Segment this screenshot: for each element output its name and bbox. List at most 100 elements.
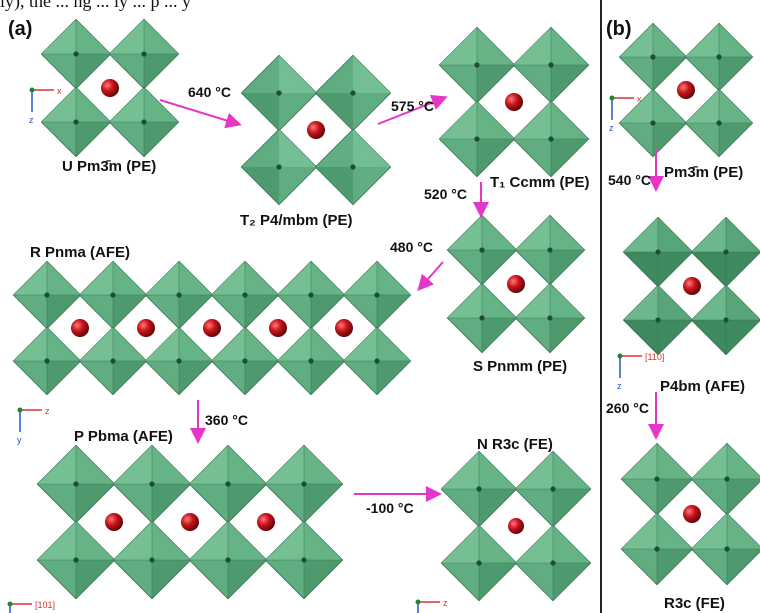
octahedron: [36, 444, 116, 524]
a-site-atom: [505, 93, 523, 111]
octahedron: [438, 100, 516, 178]
transition-temp-360: 360 °C: [205, 412, 248, 428]
transition-arrow: [417, 261, 444, 291]
axis-label: [101]: [35, 600, 55, 610]
axis-label: z: [443, 598, 448, 608]
octahedron: [240, 54, 318, 132]
a-site-atom: [101, 79, 119, 97]
transition-arrow: [377, 94, 448, 125]
octahedron: [264, 520, 344, 600]
octahedron: [690, 442, 760, 516]
phase-label-b-r3c: R3c (FE): [664, 595, 725, 612]
axis-label: z: [45, 406, 50, 416]
octahedron: [36, 520, 116, 600]
octahedron: [314, 54, 392, 132]
octahedron: [690, 512, 760, 586]
phase-label-r: R Pnma (AFE): [30, 244, 131, 261]
octahedron: [108, 18, 180, 90]
axes-icon: [110] z: [617, 352, 664, 391]
transition-temp-540: 540 °C: [608, 172, 651, 188]
octahedron: [78, 260, 148, 330]
octahedron: [690, 284, 760, 356]
octahedron: [514, 450, 592, 528]
octahedron: [618, 88, 688, 158]
phase-label-s: S Pnmm (PE): [473, 358, 568, 375]
octahedron: [622, 216, 694, 288]
octahedron: [620, 512, 694, 586]
octahedron: [276, 260, 346, 330]
phase-label-b-cubic: Pm3̄m (PE): [664, 164, 744, 181]
a-site-atom: [683, 505, 701, 523]
axes-icon: xz: [29, 86, 62, 125]
axes-icon: zy: [17, 406, 50, 445]
panel-b-label: (b): [606, 18, 632, 40]
transition-temp-260: 260 °C: [606, 400, 649, 416]
phase-label-p: P Pbma (AFE): [74, 428, 173, 445]
a-site-atom: [508, 518, 524, 534]
octahedron: [108, 86, 180, 158]
axis-label: z: [29, 115, 34, 125]
axes-icon: zx: [415, 598, 448, 613]
axis-label: y: [17, 435, 22, 445]
phase-label-t1: T₁ Ccmm (PE): [490, 174, 590, 191]
axes-icon: [101]y: [7, 600, 55, 613]
a-site-atom: [105, 513, 123, 531]
axis-label: x: [637, 94, 642, 104]
axis-label: z: [617, 381, 622, 391]
octahedron: [446, 282, 518, 354]
octahedron: [446, 214, 518, 286]
octahedron: [314, 128, 392, 206]
phase-label-b-p4bm: P4bm (AFE): [660, 378, 746, 395]
transition-temp-575: 575 °C: [391, 98, 434, 114]
phase-label-u: U Pm3̄m (PE): [62, 158, 157, 175]
a-site-atom: [181, 513, 199, 531]
octahedron: [512, 100, 590, 178]
a-site-atom: [203, 319, 221, 337]
octahedron: [342, 260, 412, 330]
a-site-atom: [683, 277, 701, 295]
octahedron: [512, 26, 590, 104]
transition-temp-minus100: -100 °C: [366, 500, 414, 516]
a-site-atom: [269, 319, 287, 337]
axis-label: z: [609, 123, 614, 133]
panel-a-label: (a): [8, 18, 33, 40]
octahedron: [342, 326, 412, 396]
octahedron: [144, 326, 214, 396]
a-site-atom: [677, 81, 695, 99]
transition-temp-520: 520 °C: [424, 186, 467, 202]
octahedron: [684, 88, 754, 158]
octahedron: [40, 18, 112, 90]
a-site-atom: [71, 319, 89, 337]
octahedron: [618, 22, 688, 92]
octahedron: [12, 326, 82, 396]
octahedron: [620, 442, 694, 516]
a-site-atom: [137, 319, 155, 337]
octahedron: [78, 326, 148, 396]
a-site-atom: [335, 319, 353, 337]
axes-icon: xz: [609, 94, 642, 133]
transition-temp-640: 640 °C: [188, 84, 231, 100]
a-site-atom: [307, 121, 325, 139]
octahedron: [514, 214, 586, 286]
octahedron: [188, 520, 268, 600]
octahedron: [276, 326, 346, 396]
octahedron: [188, 444, 268, 524]
axis-label: [110]: [645, 352, 664, 362]
cropped-caption-text: ly), the ... ng ... ly ... p ... y: [0, 0, 191, 11]
octahedron: [240, 128, 318, 206]
transition-temp-480: 480 °C: [390, 239, 433, 255]
octahedron: [690, 216, 760, 288]
a-site-atom: [257, 513, 275, 531]
phase-label-n: N R3c (FE): [477, 436, 553, 453]
octahedron: [112, 444, 192, 524]
octahedron: [438, 26, 516, 104]
a-site-atom: [507, 275, 525, 293]
octahedron: [210, 326, 280, 396]
octahedron: [40, 86, 112, 158]
octahedron: [514, 524, 592, 602]
transition-arrow: [159, 99, 242, 129]
axis-label: x: [57, 86, 62, 96]
octahedron: [264, 444, 344, 524]
octahedron: [684, 22, 754, 92]
